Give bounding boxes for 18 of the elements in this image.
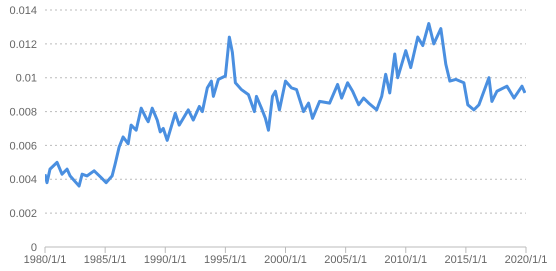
- x-tick-label: 2000/1/1: [264, 254, 307, 266]
- y-tick-label: 0: [30, 242, 37, 254]
- y-tick-label: 0.014: [9, 4, 37, 17]
- x-tick-label: 2015/1/1: [444, 254, 488, 266]
- y-tick-label: 0.01: [16, 72, 37, 85]
- x-tick-label: 1980/1/1: [24, 254, 66, 266]
- x-tick-label: 1985/1/1: [84, 254, 127, 266]
- x-tick-label: 1990/1/1: [144, 254, 187, 266]
- y-tick-label: 0.008: [9, 106, 37, 118]
- y-tick-label: 0.004: [9, 174, 37, 186]
- x-tick-label: 2020/1/1: [504, 254, 548, 266]
- x-tick-label: 2005/1/1: [324, 254, 368, 266]
- y-tick-label: 0.012: [9, 38, 37, 51]
- line-series: [45, 22, 526, 188]
- x-tick-label: 2010/1/1: [384, 254, 428, 266]
- y-tick-label: 0.002: [9, 208, 37, 220]
- y-tick-label: 0.006: [9, 140, 37, 152]
- x-tick-label: 1995/1/1: [204, 254, 247, 266]
